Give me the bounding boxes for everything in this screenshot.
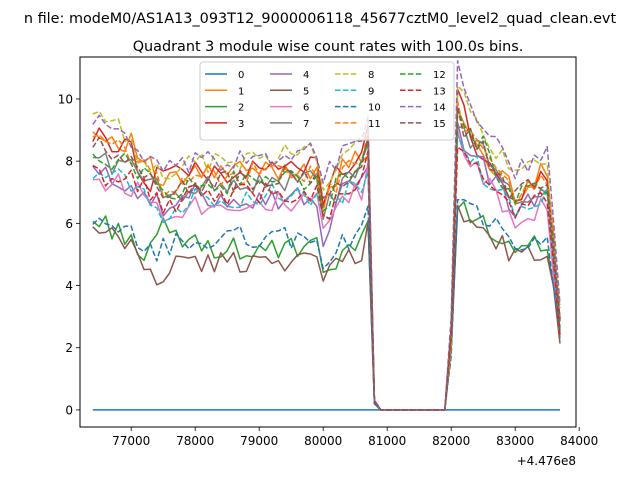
- series-line-13: [92, 146, 561, 411]
- legend-label-11: 11: [368, 119, 381, 130]
- legend-label-13: 13: [433, 86, 446, 97]
- x-tick-label: 81000: [368, 434, 406, 448]
- legend-label-1: 1: [238, 86, 244, 97]
- figure-suptitle: n file: modeM0/AS1A13_093T12_9000006118_…: [24, 11, 617, 27]
- series-layer: [92, 60, 561, 411]
- legend-label-5: 5: [303, 86, 309, 97]
- legend-label-10: 10: [368, 103, 381, 114]
- x-tick-label: 82000: [432, 434, 470, 448]
- x-tick-label: 80000: [304, 434, 342, 448]
- series-line-5: [92, 204, 561, 411]
- legend-label-2: 2: [238, 103, 244, 114]
- y-tick-label: 8: [65, 155, 73, 169]
- x-tick-label: 84000: [560, 434, 598, 448]
- legend-box: [199, 61, 455, 141]
- series-line-14: [92, 60, 561, 411]
- y-tick-label: 10: [58, 92, 73, 106]
- legend-label-3: 3: [238, 119, 244, 130]
- y-tick-label: 6: [65, 217, 73, 231]
- chart-title: Quadrant 3 module wise count rates with …: [133, 39, 524, 55]
- y-axis-ticks: 0 2 4 6 8 10: [58, 92, 80, 417]
- legend-label-9: 9: [368, 86, 374, 97]
- x-tick-label: 78000: [176, 434, 214, 448]
- series-line-10: [92, 198, 561, 411]
- legend-label-8: 8: [368, 70, 374, 81]
- series-line-4: [92, 121, 561, 411]
- series-line-12: [92, 108, 561, 411]
- legend-label-7: 7: [303, 119, 309, 130]
- y-tick-label: 4: [65, 279, 73, 293]
- x-tick-label: 77000: [112, 434, 150, 448]
- y-tick-label: 0: [65, 403, 73, 417]
- series-line-8: [92, 85, 561, 411]
- series-line-11: [92, 100, 561, 411]
- legend-label-14: 14: [433, 103, 446, 114]
- x-axis-offset-label: +4.476e8: [517, 454, 576, 468]
- legend-label-12: 12: [433, 70, 446, 81]
- x-tick-label: 83000: [496, 434, 534, 448]
- x-axis-ticks: 77000 78000 79000 80000 81000 82000 83000 84000: [112, 427, 598, 448]
- x-tick-label: 79000: [240, 434, 278, 448]
- legend-label-4: 4: [303, 70, 309, 81]
- series-line-9: [92, 134, 561, 411]
- legend-label-0: 0: [238, 70, 244, 81]
- axes-frame: [79, 56, 577, 428]
- legend-label-15: 15: [433, 119, 446, 130]
- series-line-15: [92, 105, 561, 411]
- series-line-2: [92, 201, 561, 411]
- y-tick-label: 2: [65, 341, 73, 355]
- legend-label-6: 6: [303, 103, 309, 114]
